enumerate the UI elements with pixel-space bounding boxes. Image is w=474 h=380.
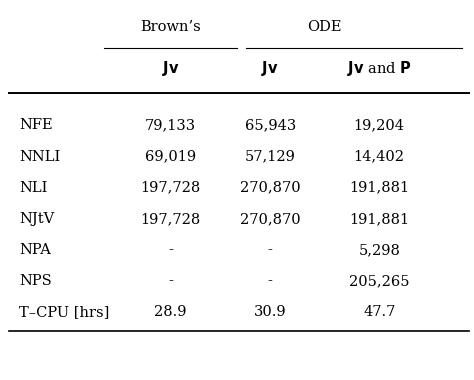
Text: $\mathbf{Jv}$ and $\mathbf{P}$: $\mathbf{Jv}$ and $\mathbf{P}$ [347,59,411,78]
Text: 191,881: 191,881 [349,181,409,195]
Text: 191,881: 191,881 [349,212,409,226]
Text: NPA: NPA [19,243,51,257]
Text: 270,870: 270,870 [240,212,301,226]
Text: -: - [168,274,173,288]
Text: 57,129: 57,129 [245,150,296,163]
Text: 270,870: 270,870 [240,181,301,195]
Text: 19,204: 19,204 [354,119,405,132]
Text: 197,728: 197,728 [140,181,201,195]
Text: -: - [268,243,273,257]
Text: NJtV: NJtV [19,212,54,226]
Text: ODE: ODE [308,20,342,33]
Text: 5,298: 5,298 [358,243,400,257]
Text: 30.9: 30.9 [254,306,286,319]
Text: NLI: NLI [19,181,47,195]
Text: $\mathbf{Jv}$: $\mathbf{Jv}$ [162,59,180,78]
Text: NPS: NPS [19,274,52,288]
Text: 28.9: 28.9 [155,306,187,319]
Text: NFE: NFE [19,119,53,132]
Text: 14,402: 14,402 [354,150,405,163]
Text: T–CPU [hrs]: T–CPU [hrs] [19,306,109,319]
Text: 65,943: 65,943 [245,119,296,132]
Text: -: - [168,243,173,257]
Text: Brown’s: Brown’s [140,20,201,33]
Text: -: - [268,274,273,288]
Text: 197,728: 197,728 [140,212,201,226]
Text: $\mathbf{Jv}$: $\mathbf{Jv}$ [261,59,279,78]
Text: 69,019: 69,019 [145,150,196,163]
Text: 79,133: 79,133 [145,119,196,132]
Text: NNLI: NNLI [19,150,60,163]
Text: 205,265: 205,265 [349,274,410,288]
Text: 47.7: 47.7 [363,306,395,319]
